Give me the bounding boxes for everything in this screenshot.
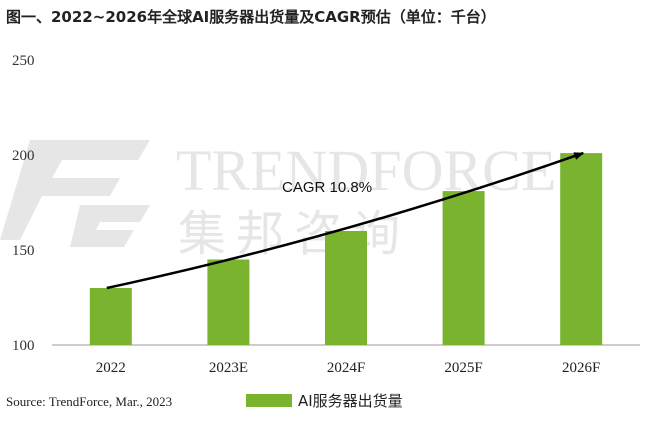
x-axis-labels: 2022 2023E 2024F 2025F 2026F: [96, 360, 601, 376]
bar-2025F: [442, 191, 485, 345]
y-tick-label: 250: [12, 53, 35, 69]
legend-swatch: [246, 394, 292, 407]
watermark-logo-icon: [0, 140, 150, 240]
cagr-trend: CAGR 10.8%: [106, 151, 585, 290]
bar-2026F: [560, 153, 603, 345]
y-tick-label: 150: [12, 243, 35, 259]
x-tick-label: 2023E: [209, 360, 248, 376]
watermark-logo-icon-part: [70, 205, 150, 247]
x-tick-label: 2024F: [327, 360, 365, 376]
y-tick-label: 200: [12, 148, 35, 164]
y-axis-ticks: 100 150 200 250: [12, 53, 35, 354]
watermark-chinese: 集邦咨询: [178, 206, 410, 262]
bar-2023E: [207, 259, 250, 345]
x-tick-label: 2022: [96, 360, 126, 376]
legend: AI服务器出货量: [246, 390, 403, 411]
x-tick-label: 2026F: [562, 360, 600, 376]
legend-label: AI服务器出货量: [298, 392, 403, 410]
watermark-brand: TRENDFORCE: [176, 138, 556, 203]
bar-2022: [89, 288, 132, 345]
cagr-arrow: [106, 151, 585, 290]
source-note: Source: TrendForce, Mar., 2023: [6, 394, 173, 409]
bar-2024F: [325, 231, 367, 345]
chart-title: 图一、2022~2026年全球AI服务器出货量及CAGR预估（单位：千台）: [6, 8, 496, 26]
x-tick-label: 2025F: [444, 360, 482, 376]
cagr-label: CAGR 10.8%: [282, 179, 372, 196]
y-tick-label: 100: [12, 338, 35, 354]
bars: [89, 153, 603, 345]
